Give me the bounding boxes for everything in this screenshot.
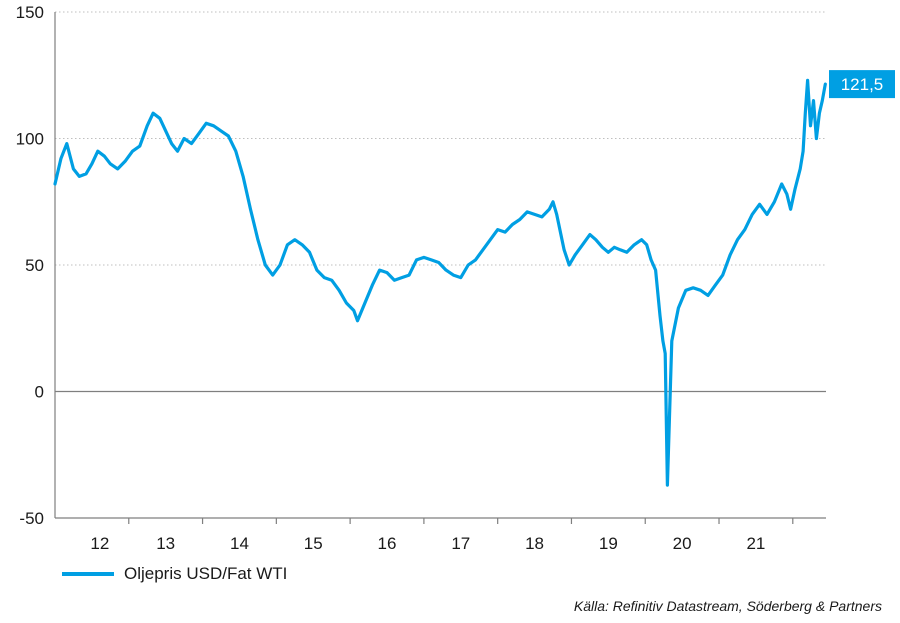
x-tick-label-13: 13 bbox=[156, 534, 175, 553]
end-value-label: 121,5 bbox=[841, 75, 884, 94]
x-tick-label-12: 12 bbox=[90, 534, 109, 553]
x-tick-label-21: 21 bbox=[746, 534, 765, 553]
x-tick-label-19: 19 bbox=[599, 534, 618, 553]
legend-label: Oljepris USD/Fat WTI bbox=[124, 564, 288, 583]
end-value-badge-bg bbox=[829, 70, 895, 99]
x-tick-label-15: 15 bbox=[304, 534, 323, 553]
end-value-badge: 121,5 bbox=[829, 70, 895, 99]
x-tick-label-20: 20 bbox=[673, 534, 692, 553]
x-tick-label-18: 18 bbox=[525, 534, 544, 553]
y-tick-label-100: 100 bbox=[16, 130, 44, 149]
x-axis-ticks bbox=[128, 518, 794, 524]
x-tick-label-14: 14 bbox=[230, 534, 249, 553]
axes bbox=[54, 12, 826, 519]
y-tick-label-50: 50 bbox=[25, 256, 44, 275]
x-tick-label-16: 16 bbox=[378, 534, 397, 553]
source-note: Källa: Refinitiv Datastream, Söderberg &… bbox=[573, 598, 882, 614]
line-chart: 150 100 50 0 -50 12 13 14 15 16 17 18 19 20 21 121,5 bbox=[16, 3, 895, 553]
series-line-0 bbox=[53, 78, 827, 487]
y-tick-label-0: 0 bbox=[35, 383, 44, 402]
legend-swatch bbox=[62, 572, 114, 576]
series-group bbox=[53, 78, 827, 487]
x-tick-label-17: 17 bbox=[451, 534, 470, 553]
y-tick-label--50: -50 bbox=[19, 509, 44, 528]
y-axis-tick-labels: 150 100 50 0 -50 bbox=[16, 3, 44, 528]
x-axis-tick-labels: 12 13 14 15 16 17 18 19 20 21 bbox=[90, 534, 765, 553]
y-tick-label-150: 150 bbox=[16, 3, 44, 22]
legend: Oljepris USD/Fat WTI bbox=[62, 564, 287, 584]
